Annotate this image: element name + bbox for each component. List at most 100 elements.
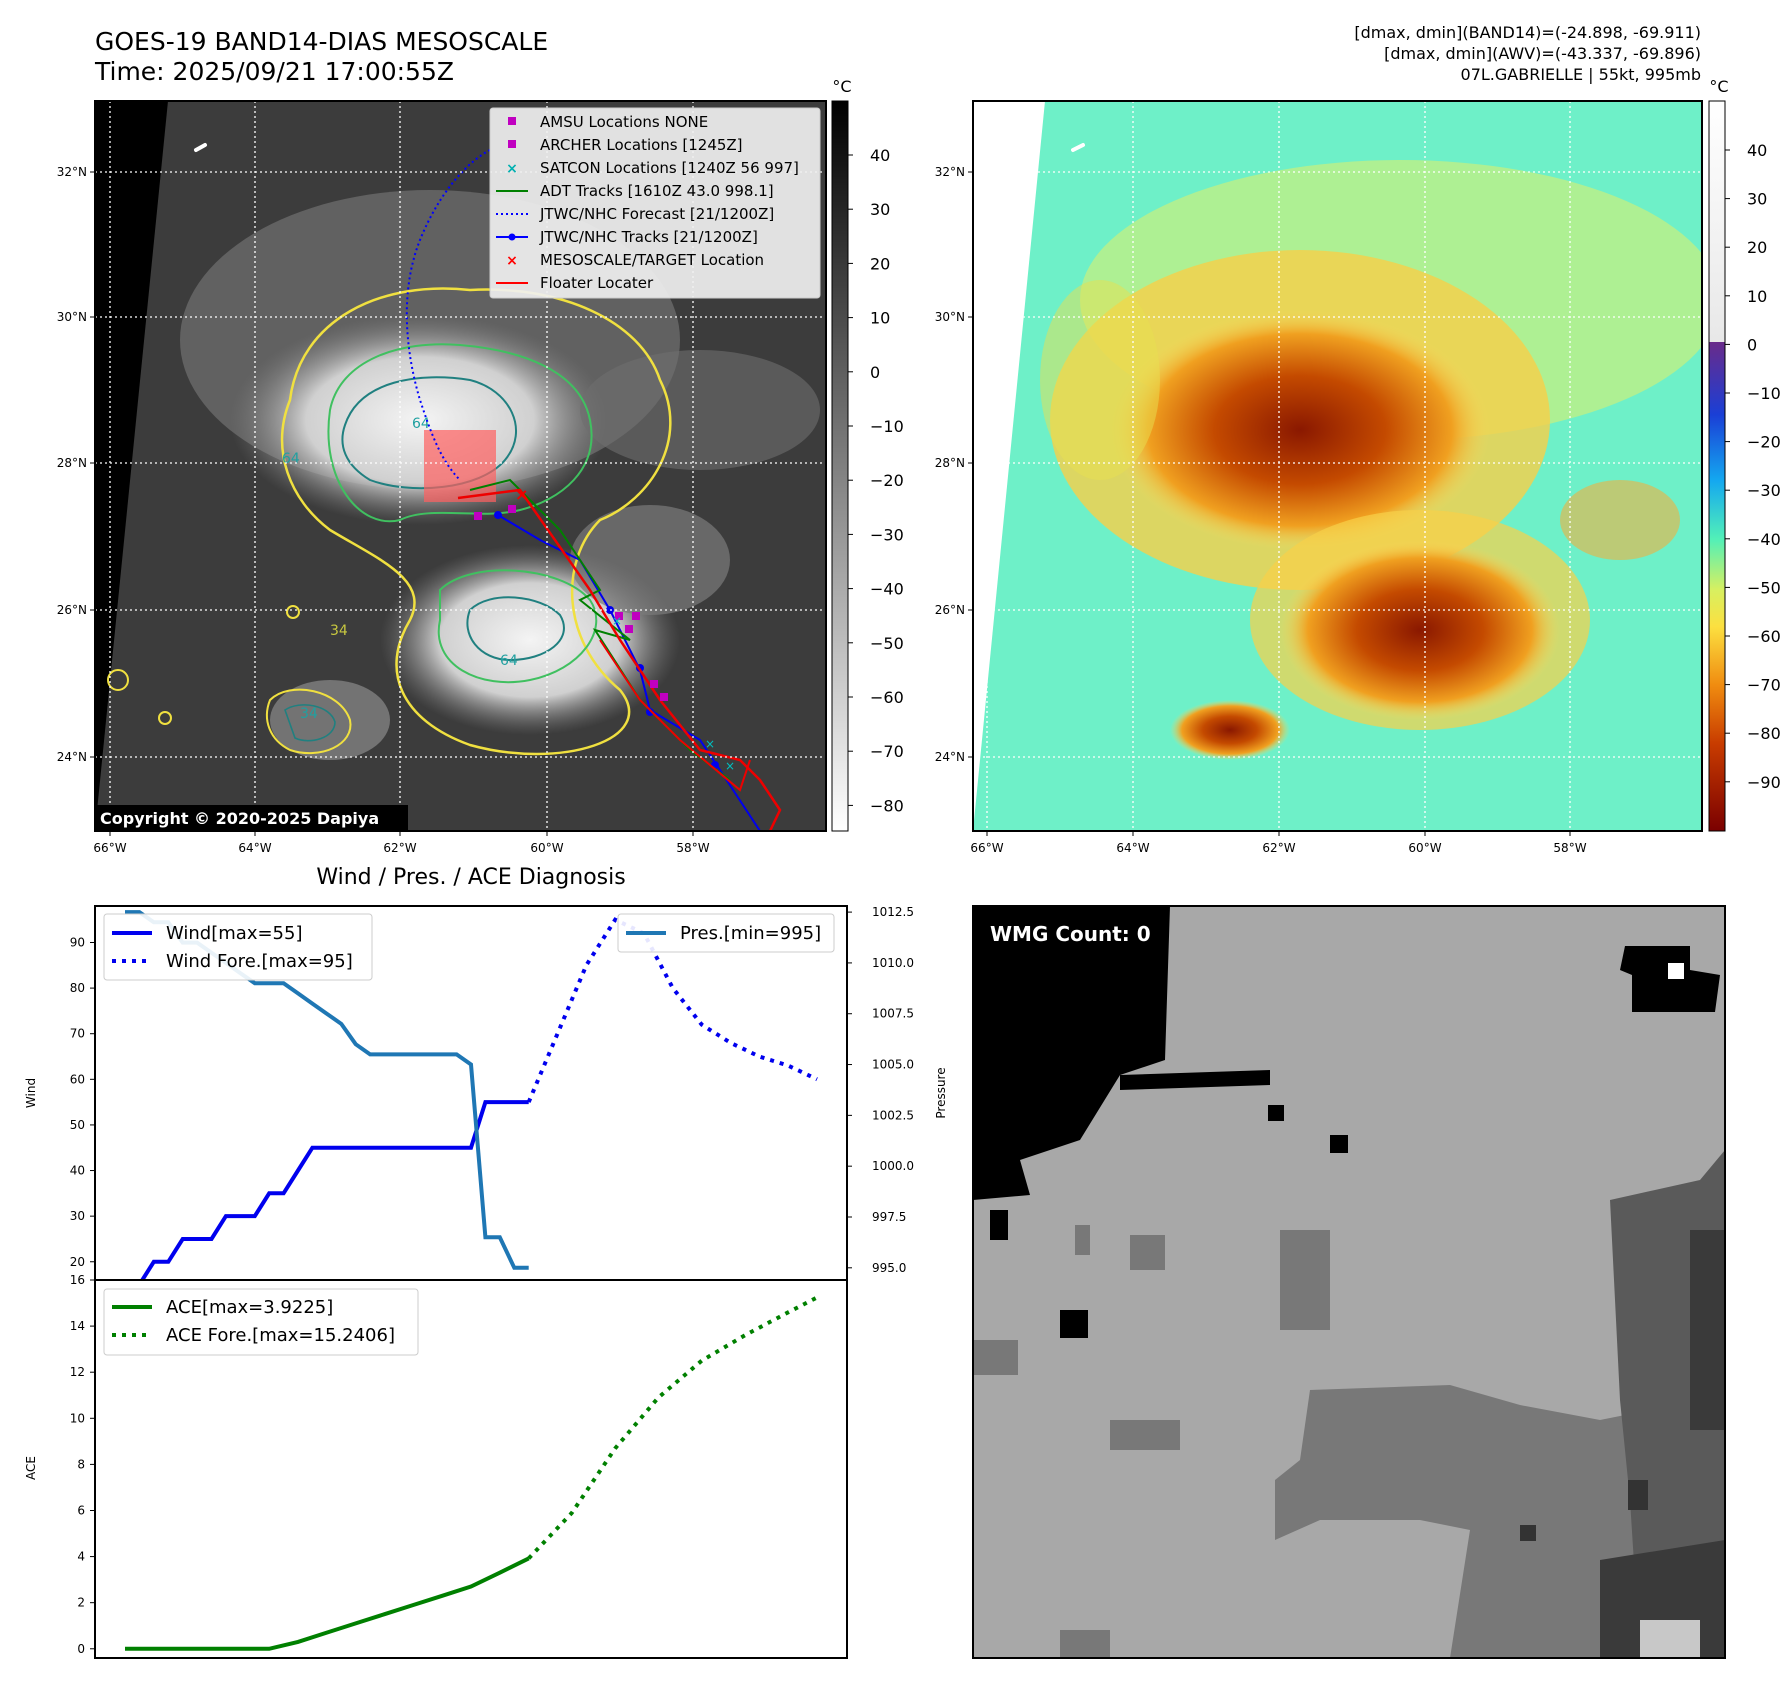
forecast-track	[405, 149, 491, 481]
y2-tick: 1002.5	[872, 1108, 914, 1122]
colorbar-tick: −70	[1747, 676, 1781, 695]
copyright: Copyright © 2020-2025 Dapiya	[100, 809, 379, 828]
ace-axis-label: ACE	[24, 1456, 38, 1480]
y2-tick: 1007.5	[872, 1007, 914, 1021]
svg-text:×: ×	[515, 485, 528, 504]
colorbar-tick: −50	[870, 634, 904, 653]
legend-wind-forecast: Wind Fore.[max=95]	[166, 951, 353, 972]
legend-label: AMSU Locations NONE	[540, 113, 708, 131]
colorbar-tick: −90	[1747, 773, 1781, 792]
colorbar-tick: 0	[1747, 335, 1757, 354]
y2-tick: 1012.5	[872, 905, 914, 919]
lon-label: 58°W	[1553, 841, 1586, 855]
figure-time: Time: 2025/09/21 17:00:55Z	[94, 57, 454, 86]
floater-track	[457, 488, 782, 831]
y-tick: 80	[70, 981, 85, 995]
ir-map: 64 34 64 34 64	[57, 100, 827, 855]
legend-pressure: Pres.[min=995]	[680, 923, 821, 944]
ace-legend: ACE[max=3.9225] ACE Fore.[max=15.2406]	[103, 1288, 419, 1356]
colorbar-tick: 20	[870, 254, 890, 273]
colorbar-tick: −10	[1747, 384, 1781, 403]
colorbar-unit: °C	[832, 77, 851, 96]
copyright-box	[94, 805, 408, 831]
series-line	[125, 1100, 529, 1287]
lon-label: 66°W	[93, 841, 126, 855]
figure-title: GOES-19 BAND14-DIAS MESOSCALE	[95, 27, 548, 56]
legend-item: ADT Tracks [1610Z 43.0 998.1]	[496, 182, 774, 200]
y-tick: 40	[70, 1164, 85, 1178]
y-tick: 70	[70, 1027, 85, 1041]
lon-label: 60°W	[1408, 841, 1441, 855]
y2-tick: 995.0	[872, 1261, 906, 1275]
colorbar-tick: 40	[870, 146, 890, 165]
lat-label: 32°N	[935, 165, 965, 179]
colorbar-tick: −50	[1747, 578, 1781, 597]
legend-ace: ACE[max=3.9225]	[166, 1297, 333, 1318]
legend-item: × MESOSCALE/TARGET Location	[506, 251, 764, 269]
mesoscale-box	[424, 430, 496, 502]
no-data-wedge	[973, 101, 1045, 831]
lon-label: 64°W	[238, 841, 271, 855]
y-tick: 16	[70, 1273, 85, 1287]
y-tick: 0	[77, 1642, 85, 1656]
lon-label: 58°W	[676, 841, 709, 855]
colorbar-tick: 40	[1747, 141, 1767, 160]
y-tick: 4	[77, 1550, 85, 1564]
legend-label: ADT Tracks [1610Z 43.0 998.1]	[540, 182, 774, 200]
contour-50	[327, 343, 593, 523]
legend-label: JTWC/NHC Forecast [21/1200Z]	[539, 205, 774, 223]
svg-text:×: ×	[506, 161, 518, 177]
ace-chart: 16 14 12 10 8 6 4 2 0 ACE ACE[max=3.9225] ACE Fo…	[24, 1273, 848, 1659]
legend-item: JTWC/NHC Forecast [21/1200Z]	[496, 205, 774, 223]
legend-item: AMSU Locations NONE	[508, 113, 708, 131]
lon-label: 62°W	[383, 841, 416, 855]
lat-label: 26°N	[935, 603, 965, 617]
lat-label: 30°N	[57, 310, 87, 324]
lat-label: 30°N	[935, 310, 965, 324]
colorbar-tick: −70	[870, 742, 904, 761]
pressure-legend: Pres.[min=995]	[617, 913, 835, 953]
lon-label: 66°W	[970, 841, 1003, 855]
y2-tick: 1010.0	[872, 956, 914, 970]
pressure-axis-label: Pressure	[934, 1067, 948, 1118]
wmg-panel: WMG Count: 0	[972, 905, 1726, 1659]
contour-64	[341, 376, 517, 490]
y-tick: 20	[70, 1255, 85, 1269]
wmg-count: WMG Count: 0	[990, 922, 1151, 946]
storm-info: 07L.GABRIELLE | 55kt, 995mb	[1461, 65, 1701, 84]
svg-text:×: ×	[506, 253, 518, 269]
y-tick: 60	[70, 1072, 85, 1086]
y2-tick: 1005.0	[872, 1058, 914, 1072]
y-tick: 2	[77, 1596, 85, 1610]
colorbar-tick: −10	[870, 417, 904, 436]
ir-colorbar: °C 40 30 20 10 0 −10 −20 −30 −40 −50 −60 −70 −80	[831, 77, 904, 832]
legend-label: MESOSCALE/TARGET Location	[540, 251, 764, 269]
colorbar-tick: −80	[870, 796, 904, 815]
y-tick: 8	[77, 1457, 85, 1471]
lon-label: 60°W	[530, 841, 563, 855]
colorbar-unit: °C	[1709, 77, 1728, 96]
wind-axis-label: Wind	[24, 1078, 38, 1108]
colorbar-tick: −20	[1747, 433, 1781, 452]
y-tick: 6	[77, 1503, 85, 1517]
colorbar-tick: 30	[870, 200, 890, 219]
y-tick: 90	[70, 935, 85, 949]
lat-label: 32°N	[57, 165, 87, 179]
y-tick: 10	[70, 1411, 85, 1425]
colorbar-tick: −40	[870, 580, 904, 599]
colorbar-tick: 0	[870, 363, 880, 382]
lon-label: 62°W	[1262, 841, 1295, 855]
awv-colorbar: °C 40 30 20 10 0 −10 −20 −30 −40 −50 −60 −70 −80 −90	[1708, 77, 1781, 832]
legend-item: × SATCON Locations [1240Z 56 997]	[506, 159, 799, 177]
map-legend: AMSU Locations NONE ARCHER Locations [124…	[489, 107, 821, 299]
wind-legend: Wind[max=55] Wind Fore.[max=95]	[103, 913, 373, 981]
contour-label: 64	[282, 451, 300, 467]
y2-tick: 997.5	[872, 1210, 906, 1224]
awv-range: [dmax, dmin](AWV)=(-43.337, -69.896)	[1384, 44, 1701, 63]
series-line	[125, 1556, 530, 1651]
colorbar-tick: −20	[870, 471, 904, 490]
colorbar-tick: 30	[1747, 190, 1767, 209]
colorbar-tick: −80	[1747, 724, 1781, 743]
lat-label: 24°N	[935, 750, 965, 764]
